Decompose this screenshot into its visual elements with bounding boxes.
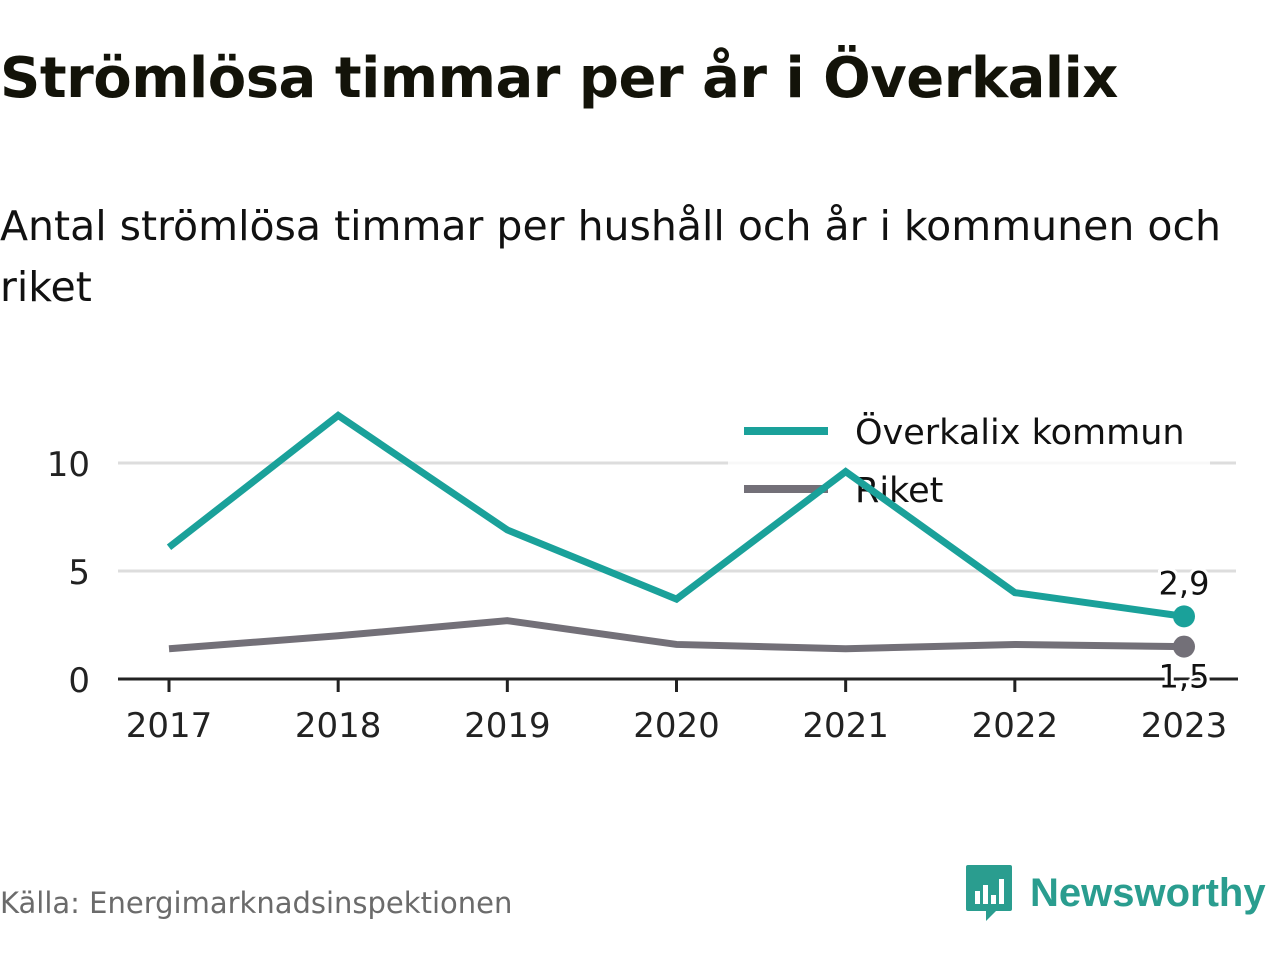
newsworthy-logo-icon [966,865,1012,921]
x-axis-ticks: 2017 2018 2019 2020 2021 2022 2023 [126,679,1228,746]
end-label-riket: 1,5 [1159,658,1210,696]
legend-label-overkalix: Överkalix kommun [855,411,1185,453]
source-note: Källa: Energimarknadsinspektionen [0,886,513,920]
y-tick-label: 5 [68,553,90,593]
chart-subtitle: Antal strömlösa timmar per hushåll och å… [0,202,1221,311]
y-tick-label: 0 [68,661,90,701]
x-tick-label: 2021 [802,706,889,746]
end-labels: 2,9 1,5 [1156,561,1213,698]
brand-logo[interactable]: Newsworthy [964,862,1266,924]
chart-title: Strömlösa timmar per år i Överkalix [0,46,1118,111]
x-tick-label: 2020 [633,706,720,746]
series-line-riket [168,617,1185,653]
legend: Överkalix kommun Riket [728,402,1210,520]
series-line-overkalix [166,411,1185,620]
y-axis-ticks: 0 5 10 [47,445,90,701]
end-point-riket [1173,635,1195,658]
series [166,411,1195,658]
end-point-overkalix [1173,605,1195,628]
brand-name: Newsworthy [1030,870,1266,915]
x-tick-label: 2017 [126,706,213,746]
x-tick-label: 2018 [295,706,382,746]
line-chart: 0 5 10 2017 2018 2019 2020 2021 2022 2023 Överka… [47,402,1238,746]
end-label-overkalix: 2,9 [1159,564,1210,602]
x-tick-label: 2023 [1141,706,1228,746]
x-tick-label: 2022 [972,706,1059,746]
y-tick-label: 10 [47,445,90,485]
x-tick-label: 2019 [464,706,551,746]
